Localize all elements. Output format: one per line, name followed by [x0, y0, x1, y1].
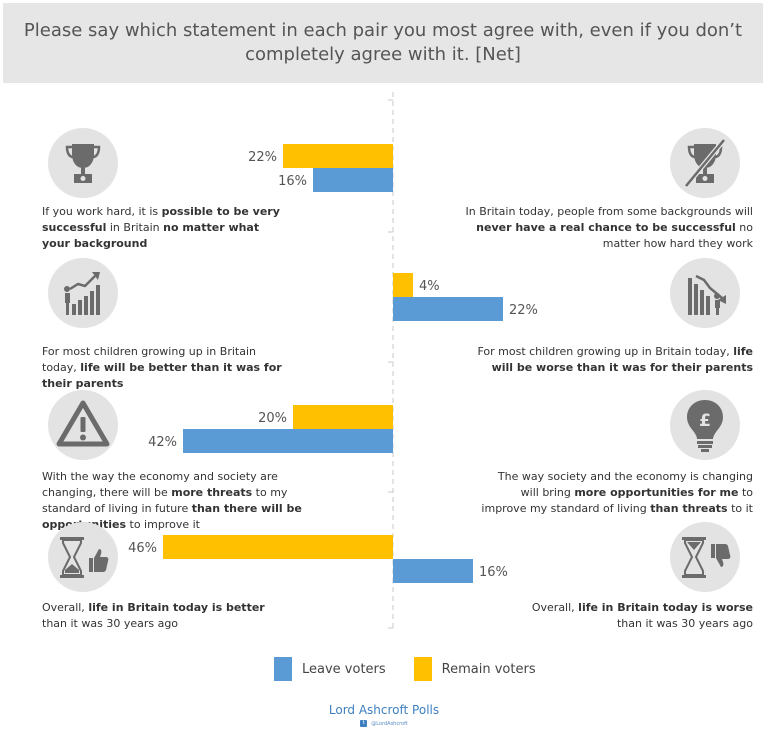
data-label-leave-4: 16% [479, 565, 508, 580]
legend-label-remain: Remain voters [441, 661, 536, 677]
statement-2-left: For most children growing up in Britain … [42, 344, 292, 392]
statement-segment: in Britain [106, 221, 164, 234]
bar-remain-3 [293, 405, 393, 429]
statement-segment: life in Britain today is worse [578, 601, 753, 614]
brand-logo: Lord Ashcroft Polls [328, 703, 440, 717]
data-label-remain-2: 4% [419, 279, 440, 294]
legend-label-leave: Leave voters [302, 661, 386, 677]
statement-segment: no matter how hard they work [602, 221, 753, 250]
statement-segment: For most children growing up in Britain … [477, 345, 734, 358]
statement-segment: life will be better than it was for thei… [42, 361, 282, 390]
data-label-leave-2: 22% [509, 303, 538, 318]
diverging-bar-chart: 22%4%20%46%16%22%42%16% [128, 92, 538, 630]
hourglass-thumbs-up-icon [48, 522, 118, 592]
statement-segment: life in Britain today is better [88, 601, 265, 614]
legend-item-remain: Remain voters [413, 657, 536, 681]
statement-segment: If you work hard, it is [42, 205, 162, 218]
hourglass-thumbs-down-icon [670, 522, 740, 592]
rising-bar-chart-icon [48, 258, 118, 328]
statement-2-right: For most children growing up in Britain … [468, 344, 753, 376]
statement-segment: Overall, [531, 601, 579, 614]
bar-leave-2 [393, 297, 503, 321]
statement-segment: possible to be very successful [42, 205, 280, 234]
warning-icon [48, 390, 118, 460]
statement-segment: to my standard of living in future [42, 486, 288, 515]
legend-swatch-leave [274, 657, 292, 681]
statement-4-left: Overall, life in Britain today is better… [42, 600, 292, 632]
statement-segment: to it [727, 502, 753, 515]
footer: Lord Ashcroft Polls t @LordAshcroft [0, 703, 768, 727]
bar-remain-1 [283, 144, 393, 168]
trophy-icon [48, 128, 118, 198]
header: Please say which statement in each pair … [3, 3, 763, 83]
statement-segment: to improve it [126, 518, 200, 531]
twitter-handle[interactable]: t @LordAshcroft [0, 720, 768, 727]
statement-segment: more opportunities for me [574, 486, 739, 499]
bar-leave-4 [393, 559, 473, 583]
statement-3-left: With the way the economy and society are… [42, 469, 314, 533]
falling-bar-chart-icon [670, 258, 740, 328]
bar-leave-3 [183, 429, 393, 453]
statement-segment: to improve my standard of living [481, 486, 753, 515]
statement-segment: more threats [171, 486, 253, 499]
statement-segment: than it was 30 years ago [616, 617, 753, 630]
statement-segment: For most children growing up in Britain … [42, 345, 256, 374]
statement-segment: Overall, [42, 601, 89, 614]
data-label-remain-3: 20% [258, 411, 287, 426]
statement-segment: never have a real chance to be successfu… [476, 221, 736, 234]
statement-segment: than threats [650, 502, 728, 515]
data-label-remain-4: 46% [128, 541, 157, 556]
statement-segment: In Britain today, people from some backg… [465, 205, 753, 218]
page-title: Please say which statement in each pair … [23, 20, 743, 65]
bar-leave-1 [313, 168, 393, 192]
data-label-leave-1: 16% [278, 174, 307, 189]
legend-item-leave: Leave voters [274, 657, 386, 681]
statement-segment: With the way the economy and society are… [42, 470, 278, 499]
statement-segment: life will be worse than it was for their… [491, 345, 753, 374]
svg-text:£: £ [699, 411, 711, 431]
statement-1-right: In Britain today, people from some backg… [465, 204, 753, 252]
data-label-leave-3: 42% [148, 435, 177, 450]
statement-3-right: The way society and the economy is chang… [480, 469, 753, 517]
crossed-trophy-icon [670, 128, 740, 198]
legend-swatch-remain [413, 657, 432, 681]
bar-remain-4 [163, 535, 393, 559]
data-label-remain-1: 22% [248, 150, 277, 165]
statement-segment: no matter what your background [42, 221, 260, 250]
statement-segment: The way society and the economy is chang… [497, 470, 753, 499]
legend: Leave voters Remain voters [274, 657, 564, 681]
twitter-icon: t [360, 720, 368, 727]
statement-segment: than it was 30 years ago [42, 617, 179, 630]
statement-4-right: Overall, life in Britain today is worse … [520, 600, 753, 632]
statement-1-left: If you work hard, it is possible to be v… [42, 204, 287, 252]
twitter-handle-text: @LordAshcroft [371, 720, 408, 727]
bar-remain-2 [393, 273, 413, 297]
pound-lightbulb-icon: £ [670, 390, 740, 460]
